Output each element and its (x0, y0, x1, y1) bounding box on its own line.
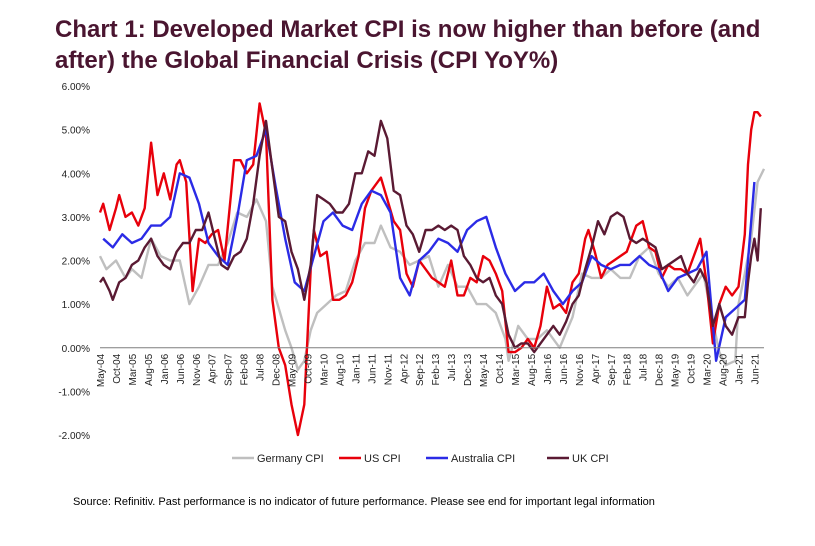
x-tick-label: Sep-17 (607, 353, 618, 386)
y-tick-label: 4.00% (62, 169, 90, 180)
series-line-australia-cpi (102, 128, 756, 362)
legend-label: UK CPI (572, 453, 609, 465)
x-tick-label: May-04 (96, 353, 107, 387)
legend-label: Germany CPI (257, 453, 324, 465)
x-tick-label: May-09 (288, 353, 299, 387)
y-tick-label: 3.00% (62, 213, 90, 224)
x-tick-label: May-14 (479, 353, 490, 387)
x-tick-label: Mar-15 (511, 353, 522, 385)
x-tick-label: Oct-09 (304, 353, 315, 383)
series-line-uk-cpi (99, 119, 762, 354)
x-tick-label: Jun-16 (559, 353, 570, 384)
y-tick-label: 0.00% (62, 344, 90, 355)
x-tick-label: Dec-08 (272, 353, 283, 386)
x-tick-label: Aug-05 (144, 353, 155, 386)
x-tick-label: Feb-13 (431, 353, 442, 385)
x-tick-label: Aug-20 (719, 353, 730, 386)
x-tick-label: May-19 (671, 353, 682, 387)
x-tick-label: Apr-12 (399, 353, 410, 383)
x-tick-label: Dec-13 (463, 353, 474, 386)
y-tick-label: 2.00% (62, 257, 90, 268)
y-tick-label: 6.00% (62, 82, 90, 93)
x-tick-label: Jul-18 (639, 353, 650, 381)
x-tick-label: Apr-17 (591, 353, 602, 383)
x-tick-label: Jul-13 (447, 353, 458, 381)
legend: Germany CPI US CPI Australia CPI UK CPI (232, 453, 609, 465)
x-axis-ticks: May-04 Oct-04 Mar-05 Aug-05 Jan-06 Jun-06 Nov-… (96, 353, 761, 387)
x-tick-label: Jan-16 (543, 353, 554, 384)
x-tick-label: Mar-20 (703, 353, 714, 385)
series-line-germany-cpi (98, 168, 766, 371)
x-tick-label: Feb-08 (240, 353, 251, 385)
x-tick-label: Oct-04 (112, 353, 123, 383)
x-tick-label: Jun-21 (750, 353, 761, 384)
x-tick-label: Nov-11 (383, 353, 394, 385)
x-tick-label: Dec-18 (655, 353, 666, 386)
legend-label: Australia CPI (451, 453, 515, 465)
legend-label: US CPI (364, 453, 401, 465)
y-tick-label: -1.00% (58, 387, 90, 398)
x-tick-label: Nov-16 (575, 353, 586, 386)
source-note: Source: Refinitiv. Past performance is n… (73, 496, 655, 508)
x-tick-label: Jan-06 (160, 353, 171, 384)
x-tick-label: Sep-07 (224, 353, 235, 386)
x-tick-label: Aug-15 (527, 353, 538, 386)
series-lines (98, 102, 766, 437)
x-tick-label: Sep-12 (415, 353, 426, 386)
x-tick-label: Oct-19 (687, 353, 698, 383)
x-tick-label: Mar-10 (319, 353, 330, 385)
y-tick-label: -2.00% (58, 431, 90, 442)
x-tick-label: Mar-05 (128, 353, 139, 385)
x-tick-label: Jan-21 (734, 353, 745, 384)
x-tick-label: Nov-06 (192, 353, 203, 386)
x-tick-label: Apr-07 (208, 353, 219, 383)
y-tick-label: 5.00% (62, 126, 90, 137)
x-tick-label: Aug-10 (335, 353, 346, 386)
line-chart: -2.00% -1.00% 0.00% 1.00% 2.00% 3.00% 4.00% 5.0… (58, 82, 766, 465)
y-tick-label: 1.00% (62, 300, 90, 311)
x-tick-label: Feb-18 (623, 353, 634, 385)
y-axis-ticks: -2.00% -1.00% 0.00% 1.00% 2.00% 3.00% 4.00% 5.0… (58, 82, 90, 442)
x-tick-label: Jul-08 (256, 353, 267, 381)
chart-title: Chart 1: Developed Market CPI is now hig… (55, 16, 761, 74)
x-tick-label: Oct-14 (495, 353, 506, 383)
x-tick-label: Jun-11 (367, 353, 378, 383)
x-tick-label: Jan-11 (351, 353, 362, 383)
x-tick-label: Jun-06 (176, 353, 187, 384)
